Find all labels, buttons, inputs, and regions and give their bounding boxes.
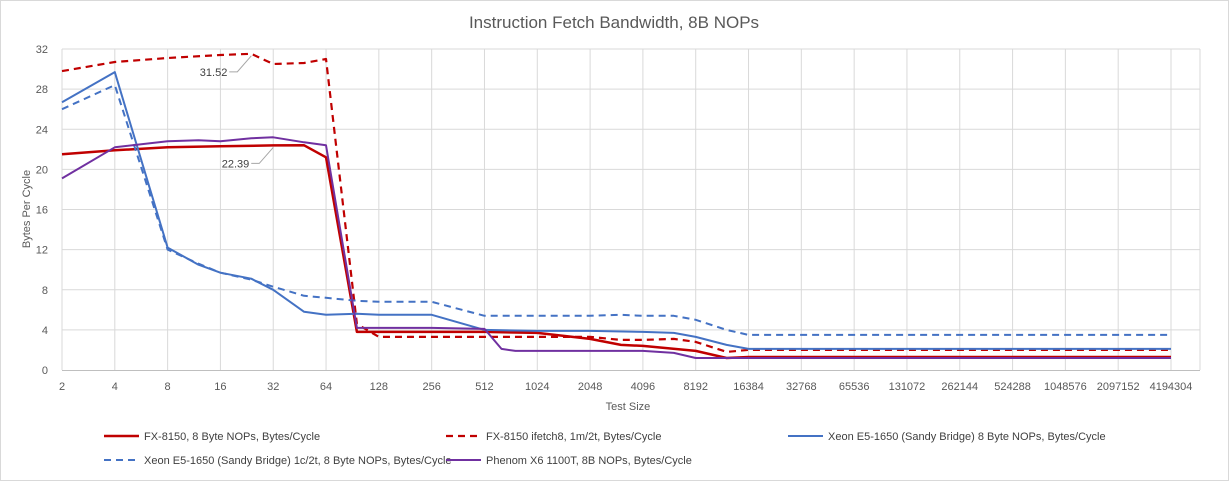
x-tick-label: 512 (475, 381, 493, 393)
x-axis-label: Test Size (606, 401, 651, 413)
x-tick-label: 128 (370, 381, 388, 393)
y-tick-label: 8 (42, 285, 48, 297)
x-tick-label: 16 (214, 381, 226, 393)
series-line-4 (61, 136, 1171, 359)
y-tick-label: 16 (36, 205, 48, 217)
y-tick-label: 24 (36, 124, 48, 136)
x-tick-label: 16384 (733, 381, 764, 393)
annotation-leader (251, 147, 274, 164)
series-lines (61, 52, 1171, 360)
y-axis-label: Bytes Per Cycle (21, 170, 33, 248)
legend-entry-label: FX-8150, 8 Byte NOPs, Bytes/Cycle (144, 431, 320, 443)
x-tick-label: 2 (59, 381, 65, 393)
y-tick-label: 4 (42, 325, 48, 337)
x-tick-label: 1024 (525, 381, 549, 393)
x-tick-label: 524288 (994, 381, 1031, 393)
x-tick-label: 8192 (683, 381, 707, 393)
x-tick-label: 1048576 (1044, 381, 1087, 393)
x-tick-label: 8 (165, 381, 171, 393)
series-line-2 (61, 71, 1171, 350)
x-tick-label: 4 (112, 381, 118, 393)
series-line-1 (61, 52, 1171, 353)
data-label: 31.52 (200, 67, 228, 79)
y-axis-ticks: 0 4 8 12 16 20 24 28 32 (36, 44, 48, 377)
x-tick-label: 4194304 (1150, 381, 1193, 393)
x-tick-label: 65536 (839, 381, 870, 393)
series-line-3 (61, 84, 1171, 336)
x-axis-ticks: 2 4 8 16 32 64 128 256 512 1024 2048 4096 8192 16384 3… (59, 381, 1192, 393)
y-tick-label: 32 (36, 44, 48, 56)
x-tick-label: 32 (267, 381, 279, 393)
data-annotations: 31.52 22.39 (200, 55, 274, 170)
y-tick-label: 20 (36, 164, 48, 176)
x-tick-label: 131072 (889, 381, 926, 393)
annotation-leader (229, 55, 252, 73)
gridlines (61, 48, 1201, 370)
legend-entry-label: Xeon E5-1650 (Sandy Bridge) 8 Byte NOPs,… (828, 431, 1106, 443)
x-tick-label: 4096 (631, 381, 655, 393)
legend-entry-label: FX-8150 ifetch8, 1m/2t, Bytes/Cycle (486, 431, 661, 443)
x-tick-label: 262144 (941, 381, 978, 393)
legend: FX-8150, 8 Byte NOPs, Bytes/Cycle FX-8150… (104, 431, 1106, 467)
series-line-0 (61, 144, 1171, 360)
chart-title: Instruction Fetch Bandwidth, 8B NOPs (469, 13, 759, 32)
x-tick-label: 64 (320, 381, 332, 393)
data-label: 22.39 (222, 158, 250, 170)
x-tick-label: 2048 (578, 381, 602, 393)
x-tick-label: 32768 (786, 381, 817, 393)
x-tick-label: 2097152 (1097, 381, 1140, 393)
x-tick-label: 256 (422, 381, 440, 393)
legend-entry-label: Phenom X6 1100T, 8B NOPs, Bytes/Cycle (486, 455, 692, 467)
y-tick-label: 12 (36, 245, 48, 257)
y-tick-label: 0 (42, 365, 48, 377)
legend-entry-label: Xeon E5-1650 (Sandy Bridge) 1c/2t, 8 Byt… (144, 455, 452, 467)
y-tick-label: 28 (36, 84, 48, 96)
